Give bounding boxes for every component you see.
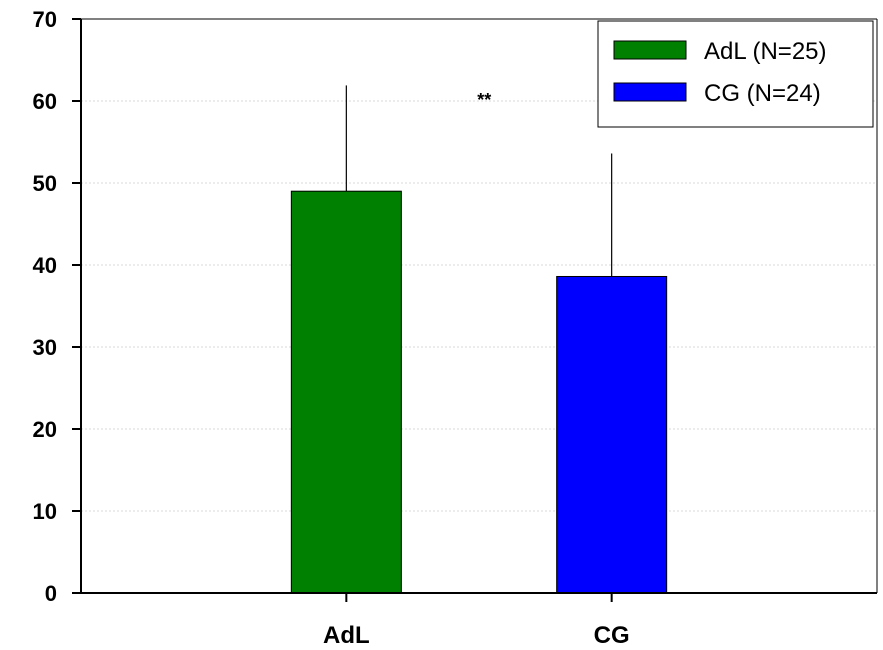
bar-adl [290, 190, 402, 594]
significance-annotation: ** [477, 90, 491, 110]
y-tick-label: 40 [33, 253, 57, 278]
y-tick-label: 60 [33, 89, 57, 114]
axes [80, 18, 878, 594]
annotations: ** [477, 90, 491, 110]
legend-label: AdL (N=25) [704, 38, 827, 65]
y-tick-label: 0 [45, 581, 57, 606]
x-tick-label: CG [594, 622, 630, 649]
bars [290, 190, 668, 594]
legend-swatch [613, 40, 687, 60]
legend-swatch [613, 82, 687, 102]
legend: AdL (N=25) CG (N=24) [597, 20, 874, 128]
error-bars [345, 85, 613, 277]
y-tick-label: 10 [33, 499, 57, 524]
bar-cg [556, 275, 668, 594]
y-tick-label: 50 [33, 171, 57, 196]
legend-label: CG (N=24) [704, 80, 821, 107]
y-axis-ticks: 0 10 20 30 40 50 60 70 [33, 7, 81, 606]
y-tick-label: 20 [33, 417, 57, 442]
x-axis-labels: AdL CG [323, 593, 630, 649]
x-tick-label: AdL [323, 622, 370, 649]
legend-box [597, 20, 874, 128]
gridlines [81, 100, 877, 512]
y-tick-label: 70 [33, 7, 57, 32]
y-tick-label: 30 [33, 335, 57, 360]
